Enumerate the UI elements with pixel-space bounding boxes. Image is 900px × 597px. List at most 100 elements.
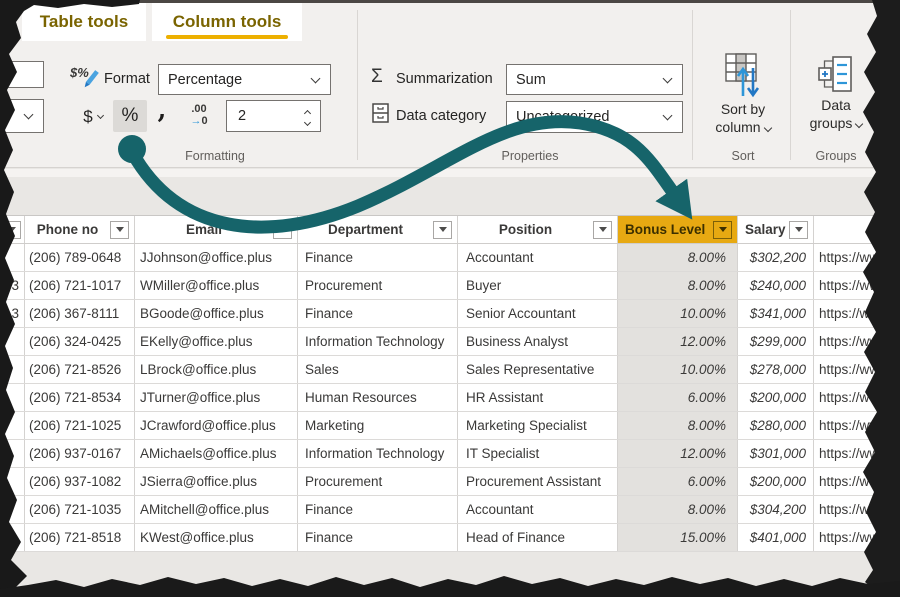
cell-phone: (206) 721-8518 xyxy=(25,524,135,551)
cell-salary: $341,000 xyxy=(738,300,814,327)
cell-department: Procurement xyxy=(298,272,458,299)
filter-button[interactable] xyxy=(2,220,21,239)
cell-salary: $301,000 xyxy=(738,440,814,467)
data-category-label: Data category xyxy=(396,108,487,124)
cell-department: Sales xyxy=(298,356,458,383)
filter-triangle-icon xyxy=(115,227,124,232)
cell-stub xyxy=(0,384,25,411)
filter-triangle-icon xyxy=(794,227,803,232)
data-table: Phone no Email Department Position Bonus… xyxy=(0,215,900,552)
sigma-icon: Σ xyxy=(371,66,383,87)
data-groups-button[interactable]: Data groups xyxy=(794,52,878,132)
column-header-bonus-level[interactable]: Bonus Level xyxy=(618,216,738,243)
cell-bonus-level: 8.00% xyxy=(618,272,738,299)
cell-email: JCrawford@office.plus xyxy=(135,412,298,439)
column-header-email[interactable]: Email xyxy=(135,216,298,243)
spinner-up-icon[interactable] xyxy=(303,109,312,117)
cell-url: https://ww xyxy=(819,250,880,265)
cell-email: AMitchell@office.plus xyxy=(135,496,298,523)
decrease-decimal-button[interactable]: .00 →0 xyxy=(190,103,208,127)
cell-salary: $280,000 xyxy=(738,412,814,439)
cell-department: Information Technology xyxy=(298,328,458,355)
cell-department: Finance xyxy=(298,300,458,327)
format-dropdown[interactable]: Percentage xyxy=(158,64,331,95)
filter-button[interactable] xyxy=(273,220,292,239)
sort-by-column-button[interactable]: Sort by column xyxy=(698,52,788,136)
filter-triangle-icon xyxy=(718,227,727,232)
decimal-places-value: 2 xyxy=(238,108,247,124)
filter-button[interactable] xyxy=(593,220,612,239)
cell-stub: 03 xyxy=(0,272,25,299)
cell-bonus-level: 12.00% xyxy=(618,440,738,467)
partial-input-bottom[interactable] xyxy=(0,99,44,133)
cell-salary: $304,200 xyxy=(738,496,814,523)
sort-button-label: Sort by xyxy=(720,101,766,117)
column-header-phone[interactable]: Phone no xyxy=(25,216,135,243)
data-groups-icon xyxy=(818,56,852,92)
format-dropdown-value: Percentage xyxy=(168,71,243,88)
filter-button[interactable] xyxy=(110,220,129,239)
cell-url: https://ww xyxy=(819,530,880,545)
cell-stub: 3 xyxy=(0,300,25,327)
cell-position: Head of Finance xyxy=(458,524,618,551)
cell-position: Business Analyst xyxy=(458,328,618,355)
cell-email: JSierra@office.plus xyxy=(135,468,298,495)
cell-email: EKelly@office.plus xyxy=(135,328,298,355)
ribbon-divider xyxy=(357,10,358,160)
column-header-url[interactable] xyxy=(814,216,900,243)
ribbon-divider xyxy=(692,10,693,160)
cell-url: https://ww xyxy=(819,474,880,489)
chevron-down-icon xyxy=(662,110,673,121)
cell-phone: (206) 937-1082 xyxy=(25,468,135,495)
column-header-salary[interactable]: Salary xyxy=(738,216,814,243)
tab-column-tools[interactable]: Column tools xyxy=(152,3,302,41)
cell-salary: $200,000 xyxy=(738,468,814,495)
filter-button[interactable] xyxy=(713,220,732,239)
cell-department: Human Resources xyxy=(298,384,458,411)
cell-email: AMichaels@office.plus xyxy=(135,440,298,467)
cell-bonus-level: 15.00% xyxy=(618,524,738,551)
ribbon-shadow-strip xyxy=(0,169,900,177)
table-row: (206) 721-8518 KWest@office.plus Finance… xyxy=(0,524,900,552)
cell-department: Finance xyxy=(298,524,458,551)
column-header-department[interactable]: Department xyxy=(298,216,458,243)
data-category-dropdown[interactable]: Uncategorized xyxy=(506,101,683,133)
cell-url: https://ww xyxy=(819,502,880,517)
cell-url: https://ww xyxy=(819,306,880,321)
cell-stub xyxy=(0,356,25,383)
partial-input-top[interactable] xyxy=(0,61,44,88)
column-header-position[interactable]: Position xyxy=(458,216,618,243)
active-tab-underline xyxy=(166,35,288,39)
filter-triangle-icon xyxy=(598,227,607,232)
chevron-down-icon xyxy=(763,123,772,133)
chevron-down-icon xyxy=(23,109,34,120)
arrow-right-icon: → xyxy=(190,115,202,127)
decimal-places-spinner[interactable]: 2 xyxy=(226,100,321,132)
format-label: Format xyxy=(104,71,150,87)
data-category-icon xyxy=(372,103,389,123)
chevron-down-icon xyxy=(662,73,673,83)
svg-text:$%: $% xyxy=(70,65,89,80)
column-header-stub[interactable] xyxy=(0,216,25,243)
summarization-dropdown[interactable]: Sum xyxy=(506,64,683,95)
thousands-separator-button[interactable]: , xyxy=(157,95,167,124)
currency-format-button[interactable]: $ xyxy=(74,101,112,132)
table-row: 03 (206) 721-1017 WMiller@office.plus Pr… xyxy=(0,272,900,300)
cell-phone: (206) 789-0648 xyxy=(25,244,135,271)
filter-button[interactable] xyxy=(789,220,808,239)
spinner-down-icon[interactable] xyxy=(303,118,312,126)
filter-button[interactable] xyxy=(433,220,452,239)
filter-triangle-icon xyxy=(438,227,447,232)
percent-format-button[interactable]: % xyxy=(113,100,147,132)
tab-table-tools[interactable]: Table tools xyxy=(22,3,146,41)
groups-group-label: Groups xyxy=(815,149,857,163)
cell-salary: $278,000 xyxy=(738,356,814,383)
sort-by-column-icon xyxy=(725,53,760,98)
cell-stub xyxy=(0,496,25,523)
cell-position: HR Assistant xyxy=(458,384,618,411)
table-header-row: Phone no Email Department Position Bonus… xyxy=(0,216,900,244)
chevron-down-icon xyxy=(96,111,104,120)
cell-phone: (206) 721-8526 xyxy=(25,356,135,383)
cell-url: https://ww xyxy=(819,278,880,293)
